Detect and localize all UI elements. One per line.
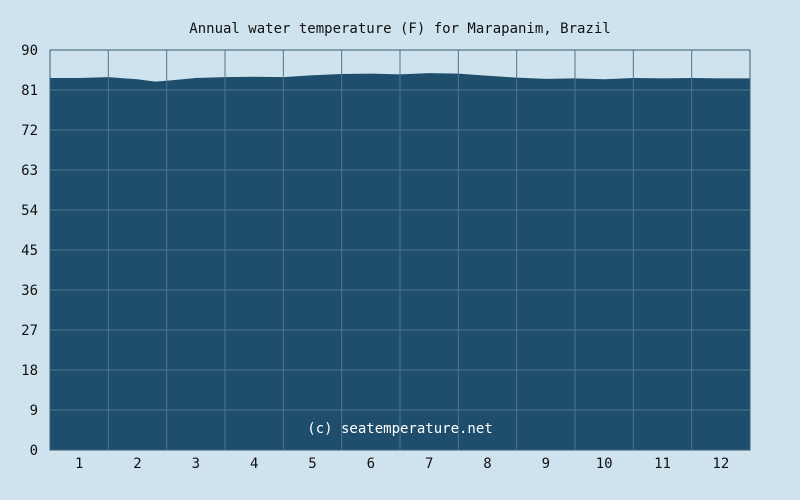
x-tick-label: 2 [133,456,141,472]
x-tick-label: 3 [192,456,200,472]
x-tick-label: 11 [654,456,671,472]
x-tick-label: 6 [367,456,375,472]
y-tick-label: 63 [21,163,38,179]
x-tick-label: 5 [308,456,316,472]
plot-frame [49,49,751,451]
x-tick-label: 10 [596,456,613,472]
y-tick-label: 81 [21,83,38,99]
y-tick-label: 18 [21,363,38,379]
y-tick-label: 45 [21,243,38,259]
x-tick-label: 4 [250,456,258,472]
y-axis-tick-labels: 0 9 18 27 36 45 54 63 72 81 90 [21,43,38,459]
y-tick-label: 90 [21,43,38,59]
x-tick-label: 1 [75,456,83,472]
y-tick-label: 27 [21,323,38,339]
y-tick-label: 36 [21,283,38,299]
chart-title: Annual water temperature (F) for Marapan… [189,21,610,37]
x-tick-label: 7 [425,456,433,472]
y-tick-label: 54 [21,203,38,219]
plot-area [49,49,751,451]
credit-text: (c) seatemperature.net [307,421,492,437]
x-tick-label: 8 [483,456,491,472]
y-tick-label: 0 [30,443,38,459]
y-tick-label: 9 [30,403,38,419]
y-tick-label: 72 [21,123,38,139]
x-tick-label: 12 [712,456,729,472]
x-tick-label: 9 [542,456,550,472]
x-axis-tick-labels: 1 2 3 4 5 6 7 8 9 10 11 12 [75,456,729,472]
